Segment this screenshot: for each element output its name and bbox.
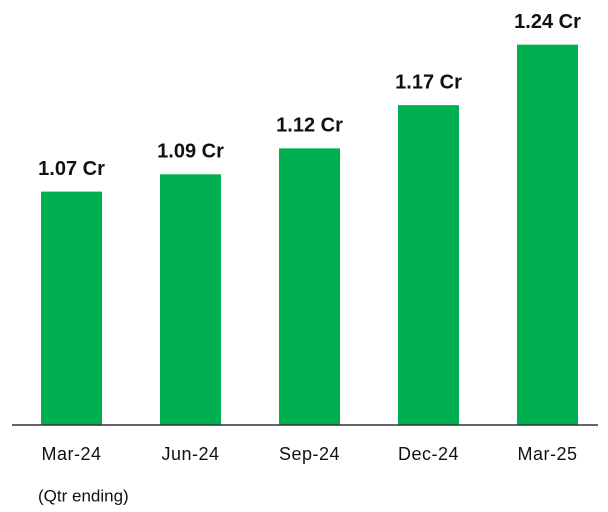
value-label: 1.12 Cr — [276, 115, 343, 137]
value-label: 1.17 Cr — [395, 71, 462, 93]
value-label: 1.24 Cr — [514, 11, 581, 33]
x-tick-label: Mar-24 — [41, 444, 101, 464]
x-tick-label: Mar-25 — [517, 444, 577, 464]
value-label: 1.07 Cr — [38, 158, 105, 180]
value-label: 1.09 Cr — [157, 141, 224, 163]
bar — [279, 148, 340, 425]
bar — [41, 191, 102, 425]
bar — [160, 174, 221, 425]
x-tick-label: Sep-24 — [279, 444, 340, 464]
bar — [517, 44, 578, 426]
bar — [398, 105, 459, 426]
footnote: (Qtr ending) — [38, 486, 129, 505]
x-tick-label: Jun-24 — [161, 444, 219, 464]
x-tick-label: Dec-24 — [398, 444, 459, 464]
